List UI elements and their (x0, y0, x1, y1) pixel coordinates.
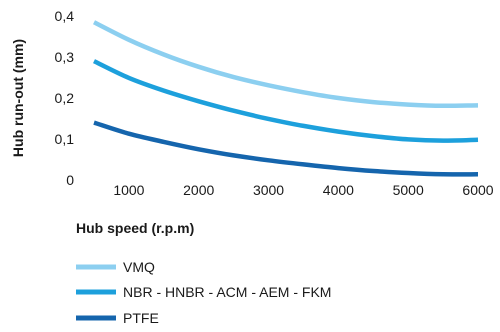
series-line-0 (92, 20, 479, 109)
y-tick-label: 0,4 (55, 8, 75, 24)
legend-label: NBR - HNBR - ACM - AEM - FKM (123, 284, 331, 300)
legend-label: VMQ (123, 259, 155, 275)
legend-label: PTFE (123, 310, 159, 326)
y-axis-label: Hub run-out (mm) (10, 39, 26, 157)
x-tick-label: 4000 (323, 182, 354, 198)
x-tick-label: 6000 (462, 182, 493, 198)
x-tick-label: 2000 (183, 182, 214, 198)
series-line-2 (93, 120, 479, 177)
y-tick-label: 0,2 (55, 90, 75, 106)
series-line-1 (93, 59, 479, 143)
x-tick-label: 5000 (393, 182, 424, 198)
y-tick-label: 0,1 (55, 131, 75, 147)
y-tick-label: 0,3 (55, 49, 75, 65)
x-tick-label: 1000 (113, 182, 144, 198)
x-axis-label: Hub speed (r.p.m) (76, 220, 194, 236)
y-tick-label: 0 (66, 172, 74, 188)
x-tick-label: 3000 (253, 182, 284, 198)
